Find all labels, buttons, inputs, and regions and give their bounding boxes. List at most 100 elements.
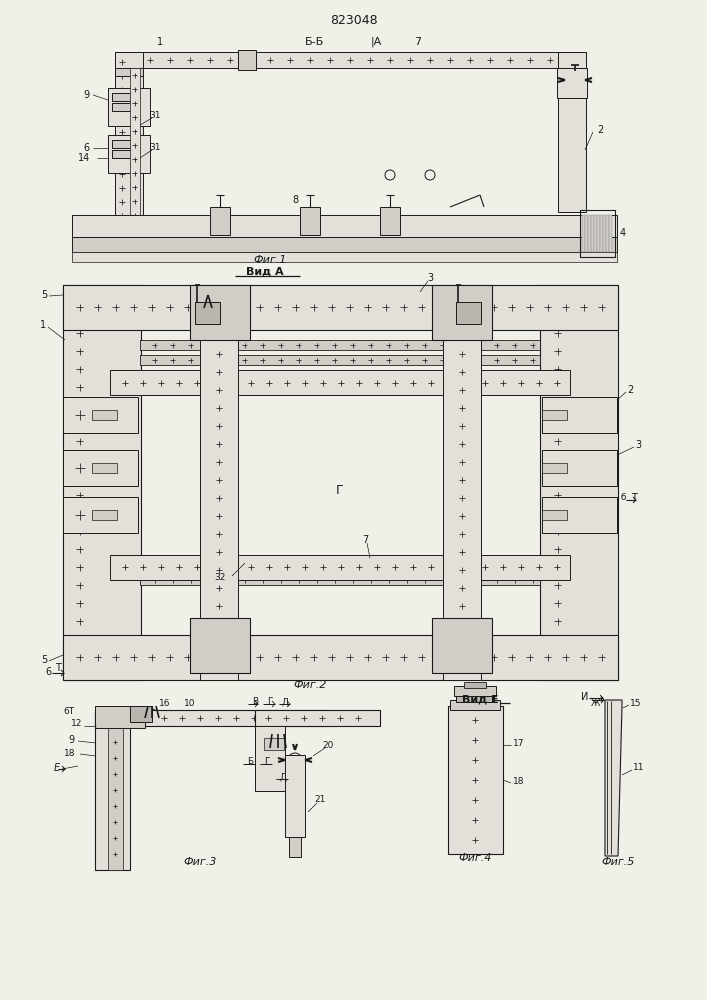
Bar [591,215,594,252]
Text: 6: 6 [84,143,90,153]
Text: 4: 4 [620,228,626,238]
Bar [606,215,609,252]
Bar [112,103,132,111]
Bar [63,285,618,330]
Bar [210,207,230,235]
Bar [380,207,400,235]
Ellipse shape [543,507,567,523]
Text: 823048: 823048 [330,13,378,26]
Text: 9: 9 [84,90,90,100]
Bar [585,215,588,252]
Text: 21: 21 [315,796,326,804]
Bar [285,755,305,837]
Text: 20: 20 [322,740,334,750]
Text: 32: 32 [214,574,226,582]
Bar [92,463,117,473]
Text: 8: 8 [292,195,298,205]
Bar [95,710,330,726]
Circle shape [133,96,147,110]
Text: 7: 7 [362,535,368,545]
Bar [195,302,220,324]
Text: 31: 31 [149,143,160,152]
Text: Б-Б: Б-Б [305,37,325,47]
Text: б: б [621,493,626,502]
Bar [108,715,123,870]
Bar [456,694,494,702]
Bar [95,706,145,728]
Text: 14: 14 [78,153,90,163]
Bar [63,397,138,433]
Text: 10: 10 [185,700,196,708]
Bar [540,285,618,680]
Bar [542,397,617,433]
Ellipse shape [466,722,484,754]
Bar [63,450,138,486]
Circle shape [472,767,478,773]
Polygon shape [605,700,622,856]
Circle shape [147,709,157,719]
Text: Фиг.2: Фиг.2 [293,680,327,690]
Bar [443,285,481,680]
Text: 5: 5 [41,290,47,300]
Bar [110,370,570,395]
Circle shape [472,823,478,829]
Ellipse shape [543,407,567,423]
Text: 2: 2 [627,385,633,395]
Text: Фиг.1: Фиг.1 [253,255,286,265]
Bar [432,285,492,340]
Text: 18: 18 [64,748,75,758]
Bar [542,463,567,473]
Text: Ж: Ж [591,698,601,708]
Bar [609,215,612,252]
Circle shape [425,170,435,180]
Text: Фиг.5: Фиг.5 [602,857,635,867]
Circle shape [288,753,302,767]
Bar [115,52,143,227]
Bar [112,140,132,148]
Text: 16: 16 [159,700,171,708]
Text: Фиг.3: Фиг.3 [183,857,216,867]
Text: 11: 11 [633,764,645,772]
Text: Б: Б [247,758,253,766]
Text: 3: 3 [427,273,433,283]
Bar [130,68,140,223]
Circle shape [472,783,478,789]
Text: 18: 18 [513,778,525,786]
Bar [558,52,586,212]
Bar [95,710,130,870]
Bar [108,88,150,126]
Circle shape [566,71,584,89]
Bar [454,686,496,696]
Ellipse shape [466,802,484,834]
Bar [600,215,603,252]
Bar [112,150,132,158]
Text: 6Т: 6Т [64,708,75,716]
Bar [264,738,284,750]
Text: 17: 17 [513,740,525,748]
Circle shape [272,737,284,749]
Circle shape [472,727,478,733]
Text: 31: 31 [149,110,160,119]
Bar [289,837,301,857]
Ellipse shape [466,762,484,794]
Bar [140,560,540,570]
Text: 9: 9 [69,735,75,745]
Text: Г: Г [264,758,270,766]
Text: 5: 5 [41,655,47,665]
Circle shape [385,170,395,180]
Bar [140,355,540,365]
Bar [450,700,500,710]
Bar [255,710,380,726]
Bar [140,340,540,350]
Circle shape [133,143,147,157]
Bar [63,285,141,680]
Text: Т: Т [55,663,61,673]
Bar [255,726,285,791]
Bar [72,215,617,237]
Text: Е: Е [54,763,60,773]
Circle shape [472,743,478,749]
Bar [597,215,600,252]
Text: И: И [581,692,589,702]
Bar [238,50,256,70]
Bar [542,497,617,533]
